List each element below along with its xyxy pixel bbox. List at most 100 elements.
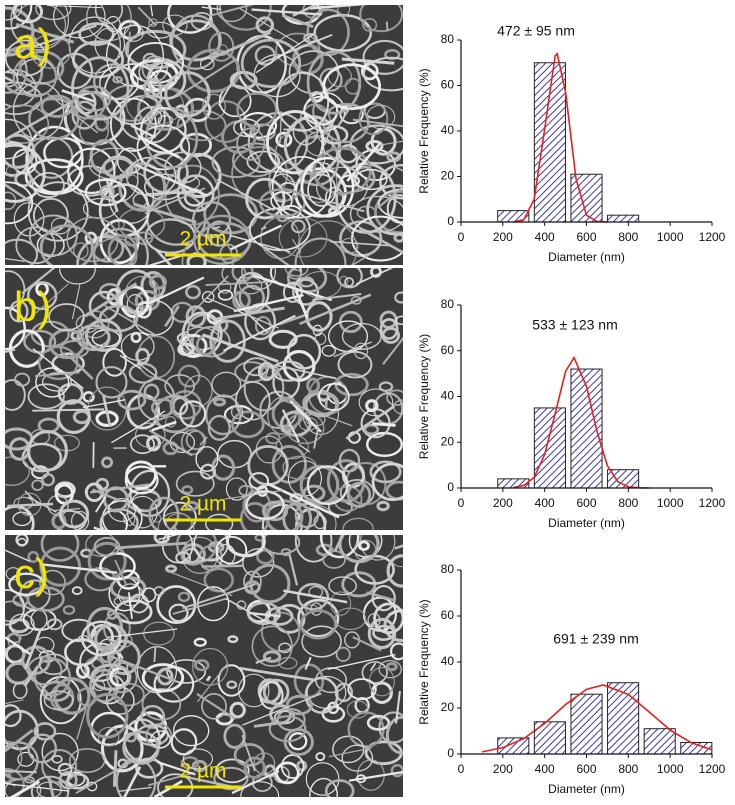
annotation: 533 ± 123 nm (532, 317, 618, 333)
fiber (242, 548, 275, 578)
fiber-strand (104, 304, 156, 336)
fiber-strand (231, 770, 280, 795)
fiber-strand (371, 422, 396, 427)
y-tick-label: 20 (441, 434, 455, 448)
fiber (370, 268, 382, 278)
fiber (88, 147, 139, 180)
fiber (232, 142, 279, 178)
fiber-strand (339, 189, 364, 197)
fiber (24, 158, 84, 196)
fiber-strand (327, 654, 396, 671)
y-tick-label: 40 (441, 654, 455, 668)
fiber (95, 366, 128, 399)
fiber-strand (5, 728, 34, 753)
fiber (41, 372, 72, 392)
fiber (294, 237, 347, 265)
fiber (170, 728, 198, 756)
fiber (180, 756, 200, 770)
fiber (150, 398, 176, 418)
fiber (58, 499, 90, 529)
fiber (369, 460, 402, 484)
fiber-strand (47, 777, 55, 797)
fiber (307, 173, 337, 207)
x-tick-label: 200 (493, 496, 513, 510)
fiber-strand (348, 770, 403, 782)
fiber-strand (260, 226, 267, 231)
fiber-strand (351, 250, 376, 265)
fiber (33, 722, 57, 741)
fiber-strand (394, 690, 401, 724)
fiber (309, 777, 338, 797)
fiber-strand (294, 289, 309, 319)
fiber (278, 217, 328, 258)
fiber-strand (147, 254, 182, 265)
fiber-strand (93, 526, 105, 530)
fiber-strand (190, 275, 229, 315)
fiber-strand (5, 348, 16, 354)
fiber (241, 268, 277, 291)
fiber (113, 596, 125, 606)
fiber-strand (300, 192, 365, 213)
x-tick-label: 1000 (657, 496, 684, 510)
fiber (393, 233, 403, 243)
sem-image (5, 5, 403, 265)
fiber-strand (47, 5, 102, 9)
fiber (395, 315, 403, 326)
fiber-strand (143, 98, 164, 120)
fiber-strand (151, 420, 177, 432)
fiber (350, 295, 362, 305)
fiber (156, 667, 174, 686)
fiber-strand (217, 73, 238, 107)
fiber (346, 700, 369, 719)
fiber (240, 781, 280, 797)
fiber (337, 5, 351, 17)
fiber (239, 276, 263, 295)
x-tick-label: 600 (576, 762, 596, 776)
fiber (5, 104, 50, 144)
fiber (322, 102, 370, 144)
fiber (5, 118, 33, 160)
fiber (284, 268, 309, 277)
fiber (53, 677, 91, 715)
fiber-strand (279, 111, 282, 143)
fiber (76, 235, 134, 265)
fiber (135, 724, 170, 747)
fiber (135, 347, 150, 365)
fiber (27, 733, 58, 764)
fiber-strand (27, 496, 57, 513)
fiber (106, 661, 138, 694)
fiber-strand (251, 8, 322, 16)
fiber-strand (94, 496, 107, 513)
fiber-strand (209, 5, 255, 17)
fiber (170, 14, 221, 70)
fiber-strand (283, 589, 348, 604)
fiber-strand (341, 57, 395, 65)
fiber (302, 484, 326, 502)
fiber (99, 552, 136, 581)
fiber-strand (225, 597, 270, 624)
fiber (243, 364, 285, 412)
fiber-strand (105, 180, 119, 213)
scale-bar-label: 2 µm (179, 493, 226, 516)
fiber (358, 102, 389, 136)
fiber (41, 732, 79, 772)
fiber (78, 22, 115, 46)
fiber-strand (229, 234, 291, 253)
fiber (12, 55, 58, 98)
x-tick-label: 1000 (657, 762, 684, 776)
fiber (5, 143, 46, 203)
fiber-strand (33, 24, 97, 48)
fiber (305, 762, 340, 796)
x-tick-label: 1200 (699, 496, 726, 510)
fiber (243, 756, 266, 779)
fiber-strand (148, 429, 193, 457)
fiber (293, 663, 325, 699)
fiber (15, 226, 56, 265)
fiber (211, 371, 242, 398)
fiber (206, 220, 232, 247)
fiber (385, 661, 398, 672)
fiber (148, 496, 180, 530)
x-tick-label: 1200 (699, 230, 726, 244)
fiber (246, 601, 281, 625)
fiber (303, 95, 339, 126)
